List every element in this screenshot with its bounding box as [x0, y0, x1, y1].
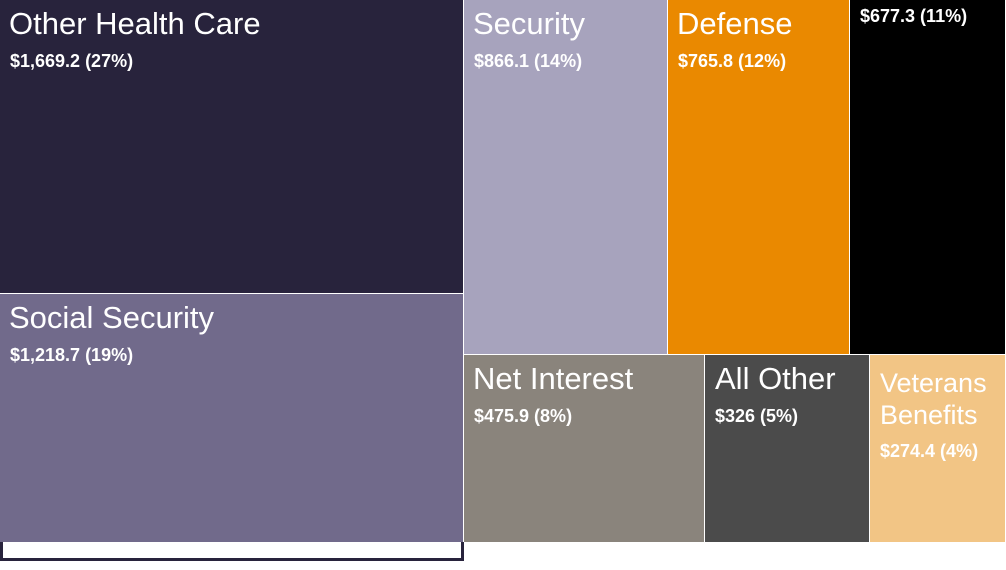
tile-net-interest[interactable]: Net Interest $475.9 (8%) [464, 355, 705, 543]
tile-value: $1,218.7 (19%) [10, 345, 134, 365]
tile-value: $866.1 (14%) [474, 51, 583, 71]
tile-name: Net Interest [473, 361, 634, 396]
tile-value: $677.3 (11%) [860, 6, 968, 26]
tile-value: $475.9 (8%) [474, 406, 573, 426]
tile-other-health-care[interactable]: Other Health Care $1,669.2 (27%) [0, 0, 464, 294]
tile-name: All Other [715, 361, 836, 396]
tile-value: $274.4 (4%) [880, 441, 979, 461]
tile-value: $765.8 (12%) [678, 51, 787, 71]
tile-name: Social Security [9, 300, 215, 335]
tile-all-other[interactable]: All Other $326 (5%) [705, 355, 870, 543]
scroll-strip [0, 542, 464, 561]
tile-name: Veterans Benefits [880, 368, 987, 430]
tile-unlabeled[interactable]: $677.3 (11%) [850, 0, 1006, 355]
tile-social-security[interactable]: Social Security $1,218.7 (19%) [0, 294, 464, 543]
tile-name: Defense [677, 6, 793, 41]
tile-value: $326 (5%) [715, 406, 799, 426]
tile-veterans-benefits[interactable]: Veterans Benefits $274.4 (4%) [870, 355, 1006, 543]
tile-security[interactable]: Security $866.1 (14%) [464, 0, 668, 355]
tile-name: Other Health Care [9, 6, 261, 41]
tile-defense[interactable]: Defense $765.8 (12%) [668, 0, 850, 355]
tile-value: $1,669.2 (27%) [10, 51, 134, 71]
tile-name: Security [473, 6, 585, 41]
